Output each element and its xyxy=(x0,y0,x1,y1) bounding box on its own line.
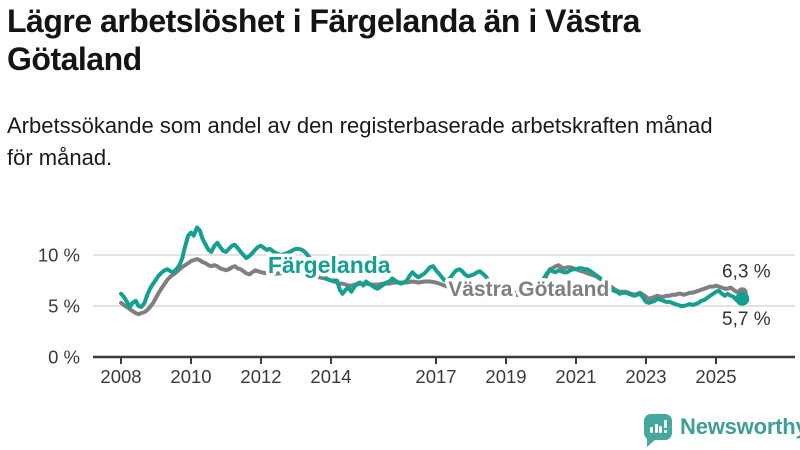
x-tick-label: 2019 xyxy=(485,366,526,387)
x-tick-label: 2012 xyxy=(240,366,281,387)
newsworthy-logo-link[interactable]: Newsworthy xyxy=(644,414,800,447)
chart-subtitle: Arbetssökande som andel av den registerb… xyxy=(7,113,713,170)
x-tick-label: 2017 xyxy=(415,366,456,387)
series-line xyxy=(119,225,745,309)
series-label: Västra Götaland xyxy=(448,278,609,301)
y-tick-label: 10 % xyxy=(38,245,80,266)
y-tick-label: 0 % xyxy=(48,347,80,368)
end-value-label: 6,3 % xyxy=(722,262,771,283)
y-tick-label: 5 % xyxy=(48,296,80,317)
newsworthy-bar-chart-icon xyxy=(644,414,672,447)
x-tick-label: 2008 xyxy=(100,366,141,387)
x-tick-label: 2025 xyxy=(695,366,736,387)
newsworthy-logo-text: Newsworthy xyxy=(680,414,800,439)
x-tick-label: 2023 xyxy=(625,366,666,387)
x-tick-label: 2021 xyxy=(555,366,596,387)
page-title: Lägre arbetslöshet i Färgelanda än i Väs… xyxy=(7,3,640,78)
series-end-dot xyxy=(735,291,750,306)
end-value-label: 5,7 % xyxy=(722,309,771,330)
series-line xyxy=(119,257,745,317)
x-tick-label: 2014 xyxy=(310,366,351,387)
series-label: Färgelanda xyxy=(268,252,391,278)
line-chart: 2008 2010 2012 2014 2017 2019 2021 2023 2025 0 % 5… xyxy=(38,225,795,387)
x-tick-label: 2010 xyxy=(170,366,211,387)
